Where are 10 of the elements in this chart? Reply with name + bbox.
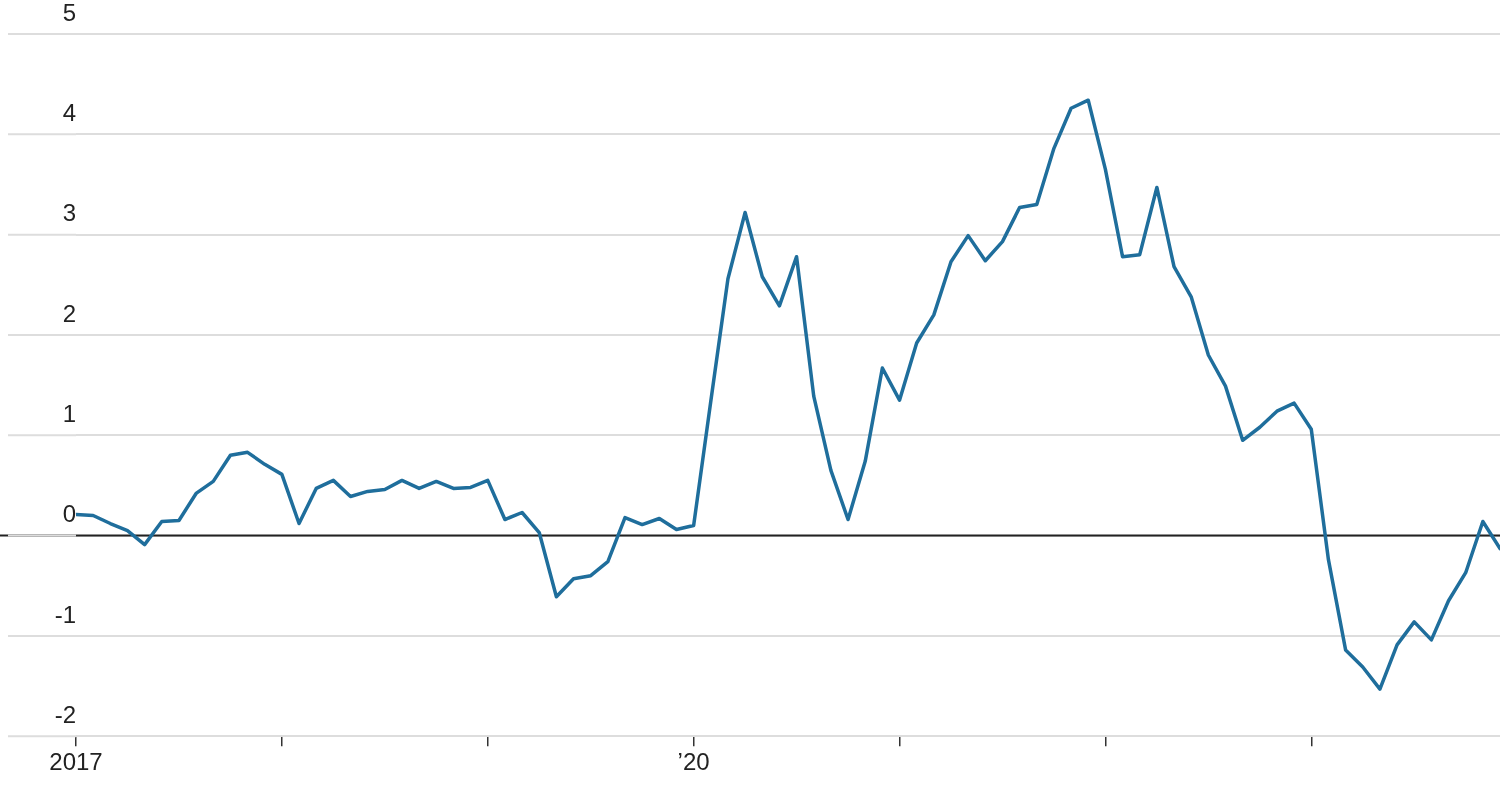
y-tick-label: 2 [62, 299, 76, 327]
y-tick-label: 3 [62, 199, 76, 227]
x-tick-label: 2017 [49, 748, 103, 776]
y-tick-label: 5 [62, 0, 76, 26]
x-tick-label: ’20 [677, 748, 710, 776]
y-tick-label: 0 [62, 500, 76, 528]
y-tick-label: 1 [62, 399, 76, 427]
y-tick-label: -2 [54, 700, 76, 728]
y-tick-label: -1 [54, 600, 76, 628]
y-tick-label: 4 [62, 98, 76, 126]
